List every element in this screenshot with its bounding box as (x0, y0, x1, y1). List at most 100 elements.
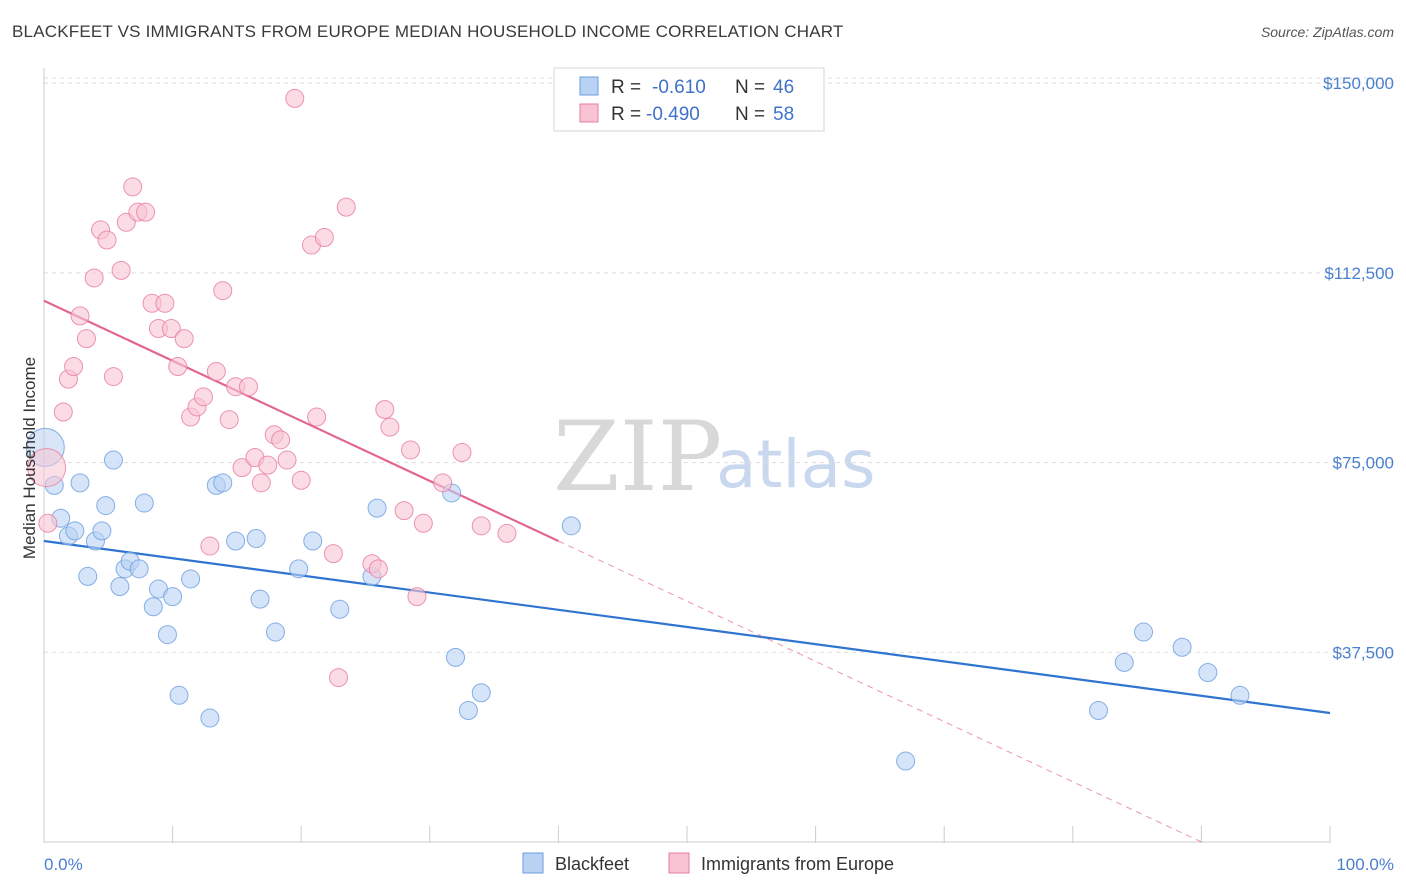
blackfeet-point (367, 498, 387, 518)
trend-line (43, 299, 559, 542)
x-tick-label-min: 0.0% (44, 855, 83, 874)
immigrants-europe-point (27, 448, 67, 488)
x-tick-label-max: 100.0% (1336, 855, 1394, 874)
trend-line-extension (558, 540, 1202, 843)
trend-lines (43, 299, 1331, 843)
immigrants-europe-point (168, 356, 188, 376)
blackfeet-point (78, 566, 98, 586)
legend-n-value-1: 46 (773, 77, 794, 98)
blackfeet-point (330, 599, 350, 619)
legend-swatch-blue (579, 76, 599, 96)
immigrants-europe-point (84, 268, 104, 288)
legend-r-label-1: R = (611, 77, 641, 98)
immigrants-europe-point (111, 260, 131, 280)
immigrants-europe-point (258, 455, 278, 475)
blackfeet-point (246, 528, 266, 548)
bottom-legend-label-blue: Blackfeet (555, 854, 629, 874)
immigrants-europe-point (277, 450, 297, 470)
immigrants-europe-point (471, 516, 491, 536)
legend-box: R = -0.610 N = 46 R = -0.490 N = 58 (553, 67, 825, 132)
y-tick-labels: $37,500 $75,000 $112,500 $150,000 (1323, 74, 1394, 662)
y-axis-label: Median Household Income (20, 357, 39, 559)
immigrants-europe-point (433, 473, 453, 493)
immigrants-europe-point (193, 387, 213, 407)
immigrants-europe-point (97, 230, 117, 250)
blackfeet-point (65, 521, 85, 541)
blackfeet-point (303, 531, 323, 551)
blackfeet-point (143, 597, 163, 617)
source-credit: Source: ZipAtlas.com (1260, 24, 1394, 40)
bottom-legend-swatch-blue (522, 852, 544, 874)
immigrants-europe-point (323, 544, 343, 564)
immigrants-europe-point (123, 177, 143, 197)
watermark: ZIP atlas (553, 401, 876, 513)
immigrants-europe-point (380, 417, 400, 437)
legend-r-value-2: -0.490 (646, 104, 700, 125)
immigrants-europe-point (375, 399, 395, 419)
blackfeet-point (1134, 622, 1154, 642)
blackfeet-point (289, 559, 309, 579)
blackfeet-point (134, 493, 154, 513)
legend-swatch-pink (579, 103, 599, 123)
immigrants-europe-point (336, 197, 356, 217)
bottom-legend-label-pink: Immigrants from Europe (701, 854, 894, 874)
blackfeet-point (896, 751, 916, 771)
bottom-legend-swatch-pink (668, 852, 690, 874)
watermark-atlas: atlas (716, 426, 876, 503)
immigrants-europe-point (497, 523, 517, 543)
blackfeet-point (157, 625, 177, 645)
axes (43, 68, 1331, 843)
legend-n-value-2: 58 (773, 104, 794, 125)
immigrants-europe-point (103, 367, 123, 387)
grid (44, 77, 1395, 653)
blackfeet-point (129, 559, 149, 579)
immigrants-europe-point (291, 470, 311, 490)
bottom-legend: Blackfeet Immigrants from Europe (522, 852, 894, 874)
blackfeet-point (1114, 652, 1134, 672)
immigrants-europe-point (251, 473, 271, 493)
immigrants-europe-point (206, 362, 226, 382)
immigrants-europe-point (407, 587, 427, 607)
immigrants-europe-point (155, 293, 175, 313)
immigrants-europe-point (368, 559, 388, 579)
immigrants-europe-point (38, 513, 58, 533)
blackfeet-point (181, 569, 201, 589)
chart-title: BLACKFEET VS IMMIGRANTS FROM EUROPE MEDI… (12, 22, 844, 41)
blackfeet-point (1230, 685, 1250, 705)
immigrants-europe-point (394, 501, 414, 521)
blackfeet-point (226, 531, 246, 551)
immigrants-europe-point (200, 536, 220, 556)
blackfeet-point (200, 708, 220, 728)
blackfeet-point (96, 496, 116, 516)
blackfeet-point (169, 685, 189, 705)
immigrants-europe-point (401, 440, 421, 460)
blackfeet-point (265, 622, 285, 642)
immigrants-europe-point (136, 202, 156, 222)
y-tick-label: $112,500 (1324, 264, 1394, 283)
immigrants-europe-point (452, 442, 472, 462)
immigrants-europe-point (219, 410, 239, 430)
immigrants-europe-point (161, 319, 181, 339)
legend-r-value-1: -0.610 (652, 77, 706, 98)
blackfeet-point (1172, 637, 1192, 657)
immigrants-europe-point (232, 458, 252, 478)
y-tick-label: $37,500 (1333, 643, 1394, 662)
legend-n-label-2: N = (735, 104, 765, 125)
trend-line (43, 539, 1331, 715)
blackfeet-point (213, 473, 233, 493)
immigrants-europe-point (76, 329, 96, 349)
immigrants-europe-point (307, 407, 327, 427)
immigrants-europe-point (271, 430, 291, 450)
immigrants-europe-point (64, 356, 84, 376)
blackfeet-point (561, 516, 581, 536)
immigrants-europe-point (285, 88, 305, 108)
immigrants-europe-point (413, 513, 433, 533)
immigrants-europe-point (328, 668, 348, 688)
blackfeet-point (110, 577, 130, 597)
blackfeet-point (92, 521, 112, 541)
legend-n-label-1: N = (735, 77, 765, 98)
blackfeet-point (1089, 700, 1109, 720)
legend-r-label-2: R = (611, 104, 641, 125)
immigrants-europe-point (174, 329, 194, 349)
